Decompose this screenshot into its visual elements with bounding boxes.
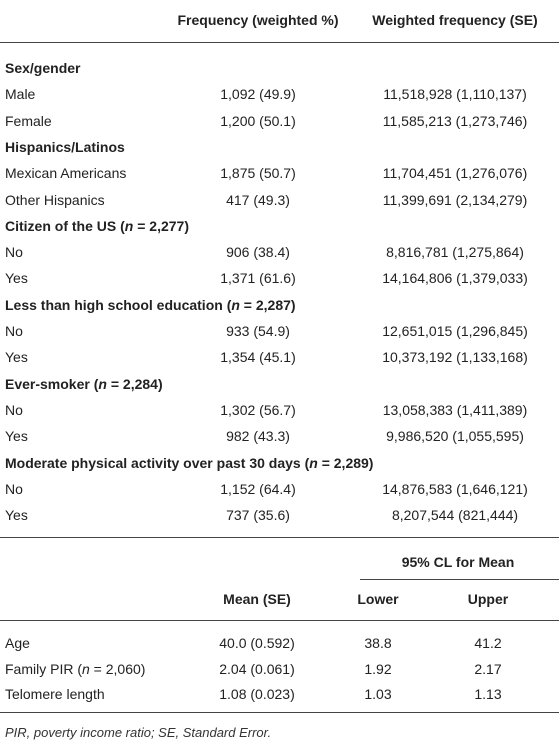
cell: 1.13 [474,686,502,702]
text-segment: Hispanics/Latinos [5,138,125,155]
cell: 14,164,806 (1,379,033) [382,270,528,287]
group-header: 95% CL for Mean [401,554,515,570]
cell: 11,585,213 (1,273,746) [382,112,528,129]
rule [0,537,559,538]
text-segment: = 2,060) [89,660,146,677]
row-label: Yes [5,349,28,366]
column-header: Frequency (weighted %) [177,12,339,28]
text-segment: Moderate physical activity over past 30 … [5,454,310,471]
cell: 11,704,451 (1,276,076) [382,165,528,182]
row-label: Other Hispanics [5,191,105,208]
cell: 38.8 [364,635,392,651]
text-segment: Family PIR ( [5,660,82,677]
cell: 9,986,520 (1,055,595) [386,428,524,445]
text-segment: n [231,296,240,313]
cell: 12,651,015 (1,296,845) [382,323,528,339]
cell: 40.0 (0.592) [219,635,295,651]
section-title: Citizen of the US (n = 2,277) [5,217,189,235]
text-segment: Less than high school education ( [5,296,232,313]
cell: 2.17 [474,660,502,677]
cell: 8,207,544 (821,444) [391,507,519,524]
text-segment: = 2,277) [133,217,189,234]
row-label: No [5,480,23,497]
row-label: Mexican Americans [5,165,127,182]
cell: 1.03 [364,686,392,702]
cell: 1,152 (64.4) [220,480,296,497]
text-segment: Sex/gender [5,60,81,76]
section-title: Hispanics/Latinos [5,138,125,156]
cell: 1,875 (50.7) [220,165,296,182]
text-segment: Age [5,635,30,651]
cell: 1.08 (0.023) [219,686,295,702]
cell: 1,354 (45.1) [220,349,296,366]
cell: 1,371 (61.6) [220,270,296,287]
cell: 14,876,583 (1,646,121) [382,480,528,497]
column-header: Mean (SE) [223,591,291,607]
text-segment: = 2,289) [317,454,374,471]
text-segment: = 2,287) [239,296,296,313]
cell: 737 (35.6) [226,507,290,524]
row-label: Yes [5,428,28,445]
row-label: Male [5,86,36,103]
text-segment: Ever-smoker ( [5,375,99,392]
cell: 906 (38.4) [226,244,290,261]
text-segment: n [309,454,318,471]
row-label: No [5,323,23,339]
cell: 982 (43.3) [226,428,290,445]
cell: 2.04 (0.061) [219,660,295,677]
cell: 417 (49.3) [226,191,290,208]
cell: 10,373,192 (1,133,168) [382,349,528,366]
row-label: Age [5,634,30,652]
text-segment: n [124,217,134,234]
text-segment: n [98,375,107,392]
cell: 11,399,691 (2,134,279) [382,191,528,208]
cell: 13,058,383 (1,411,389) [382,401,528,418]
cell: 933 (54.9) [226,323,290,339]
row-label: Yes [5,507,28,524]
column-header: Upper [467,591,509,607]
row-label: No [5,401,23,418]
row-label: Female [5,112,52,129]
cell: 1.92 [364,660,392,677]
row-label: Family PIR (n = 2,060) [5,660,145,678]
cell: 1,302 (56.7) [220,401,296,418]
cell: 1,200 (50.1) [220,112,296,129]
text-segment: Telomere length [5,686,105,702]
footnote: PIR, poverty income ratio; SE, Standard … [5,725,272,740]
row-label: No [5,244,23,261]
row-label: Yes [5,270,28,287]
section-title: Ever-smoker (n = 2,284) [5,375,163,393]
cell: 11,518,928 (1,110,137) [383,86,527,103]
section-title: Moderate physical activity over past 30 … [5,454,373,472]
rule [0,620,559,621]
column-header: Weighted frequency (SE) [372,12,538,28]
cell: 41.2 [474,635,502,651]
cell: 1,092 (49.9) [220,86,296,103]
rule [0,42,559,43]
text-segment: = 2,284) [106,375,163,392]
cell: 8,816,781 (1,275,864) [386,244,524,261]
column-header: Lower [357,591,399,607]
section-title: Less than high school education (n = 2,2… [5,296,296,314]
text-segment: Citizen of the US ( [5,217,125,234]
text-segment: n [82,660,90,677]
rule [360,579,559,580]
section-title: Sex/gender [5,59,80,77]
rule [0,712,559,713]
row-label: Telomere length [5,685,105,703]
